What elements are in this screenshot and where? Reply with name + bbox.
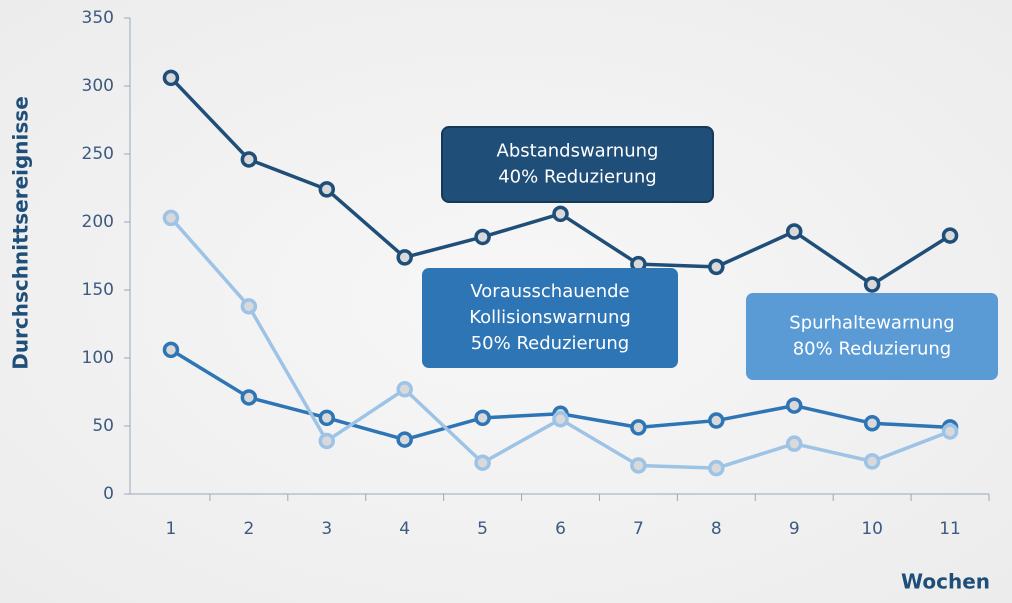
- y-tick-label: 100: [82, 348, 114, 368]
- x-tick-label: 10: [861, 519, 883, 539]
- point: [240, 298, 258, 315]
- y-tick-label: 300: [82, 76, 114, 96]
- point: [474, 409, 491, 427]
- x-tick-label: 1: [166, 519, 177, 539]
- point: [552, 205, 569, 223]
- x-tick-label: 6: [555, 519, 566, 539]
- annotation-text: Vorausschauende: [470, 281, 629, 302]
- point: [708, 258, 725, 276]
- point: [240, 151, 258, 168]
- point: [785, 223, 803, 240]
- x-tick-label: 8: [711, 519, 722, 539]
- point: [240, 389, 258, 406]
- point: [162, 209, 180, 227]
- annotation-text: Kollisionswarnung: [469, 307, 631, 328]
- x-tick-label: 9: [789, 519, 800, 539]
- y-tick-label: 150: [82, 280, 114, 300]
- annotation-box: [441, 126, 714, 203]
- annotation-text: 40% Reduzierung: [498, 167, 657, 188]
- x-tick-label: 4: [399, 519, 410, 539]
- x-axis-label: Wochen: [901, 570, 990, 594]
- annotation-box: [746, 293, 998, 380]
- point: [863, 453, 881, 470]
- point: [708, 459, 725, 477]
- x-tick-label: 11: [939, 519, 961, 539]
- point: [785, 435, 803, 452]
- point: [318, 409, 336, 427]
- point: [162, 69, 180, 87]
- x-tick-label: 5: [477, 519, 488, 539]
- point: [396, 249, 413, 266]
- y-axis-label: Durchschnittsereignisse: [9, 96, 33, 370]
- point: [552, 410, 569, 428]
- x-tick-label: 3: [321, 519, 332, 539]
- y-tick-label: 250: [82, 144, 114, 164]
- annotation-box: [422, 268, 678, 368]
- point: [318, 181, 336, 198]
- point: [396, 381, 413, 398]
- annotation-text: Spurhaltewarnung: [789, 313, 954, 334]
- annotation-text: 80% Reduzierung: [793, 339, 952, 360]
- point: [941, 423, 959, 440]
- point: [318, 432, 336, 450]
- annotation-text: Abstandswarnung: [497, 141, 659, 162]
- point: [863, 276, 881, 293]
- point: [708, 412, 725, 429]
- y-tick-label: 200: [82, 212, 114, 232]
- annotation-text: 50% Reduzierung: [471, 333, 630, 354]
- point: [785, 397, 803, 414]
- x-tick-label: 2: [243, 519, 254, 539]
- point: [474, 454, 491, 471]
- y-tick-label: 0: [103, 484, 114, 504]
- y-tick-label: 50: [92, 416, 114, 436]
- point: [162, 341, 180, 359]
- point: [941, 227, 959, 244]
- point: [863, 415, 881, 432]
- y-tick-label: 350: [82, 8, 114, 28]
- point: [474, 228, 491, 246]
- point: [630, 419, 647, 436]
- x-tick-label: 7: [633, 519, 644, 539]
- point: [396, 431, 413, 448]
- point: [630, 457, 647, 474]
